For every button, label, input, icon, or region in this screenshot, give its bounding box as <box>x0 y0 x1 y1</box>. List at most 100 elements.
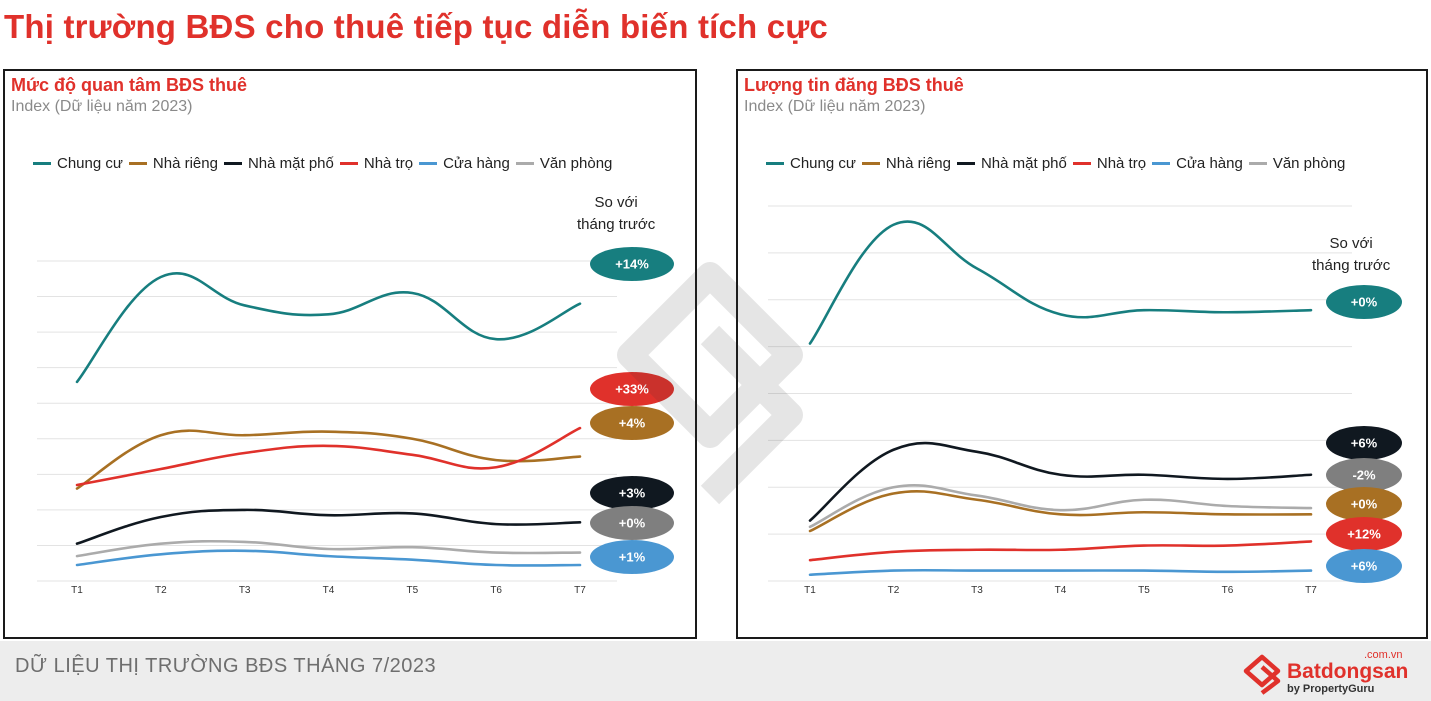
chart-title: Lượng tin đăng BĐS thuê <box>744 75 964 95</box>
batdongsan-logo-icon <box>1243 654 1281 695</box>
compare-note-line1: So với <box>1329 235 1373 252</box>
change-badge <box>1326 426 1402 460</box>
change-badge-label: +3% <box>619 486 646 501</box>
compare-note-line2: tháng trước <box>577 216 656 233</box>
legend-swatch <box>861 162 880 165</box>
footer-text: DỮ LIỆU THỊ TRƯỜNG BĐS THÁNG 7/2023 <box>15 655 437 677</box>
change-badge-label: +6% <box>1351 559 1378 574</box>
series-line <box>808 568 1313 577</box>
chart-title: Mức độ quan tâm BĐS thuê <box>11 75 248 95</box>
legend-swatch <box>339 162 358 165</box>
legend-label: Cửa hàng <box>1176 155 1243 172</box>
legend-item: Nhà riêng <box>861 155 951 172</box>
change-badge <box>590 406 674 440</box>
change-badge-label: +0% <box>1351 497 1378 512</box>
legend-item: Nhà riêng <box>128 155 218 172</box>
change-badge-label: +6% <box>1351 436 1378 451</box>
legend-swatch <box>128 162 147 165</box>
logo-domain: .com.vn <box>1364 649 1403 661</box>
legend-label: Chung cư <box>57 155 123 172</box>
legend-label: Nhà riêng <box>152 155 218 172</box>
change-badge-label: +14% <box>615 257 649 272</box>
logo-byline: by PropertyGuru <box>1287 683 1375 695</box>
change-badge-label: +12% <box>1347 527 1381 542</box>
change-badge-label: +4% <box>619 416 646 431</box>
legend-item: Cửa hàng <box>1152 155 1243 172</box>
legend-swatch <box>1152 162 1171 165</box>
series-line <box>808 540 1313 562</box>
line-chart: T1 T2 T3 T4 T5 T6 T7 +14% +33% +4% +3% +0% +1% <box>37 247 674 596</box>
legend-label: Nhà mặt phố <box>247 155 334 172</box>
legend-swatch <box>766 162 784 165</box>
compare-note-line2: tháng trước <box>1312 257 1391 274</box>
change-badge <box>1326 285 1402 319</box>
chart-panel-listings: Lượng tin đăng BĐS thuê Index (Dữ liệu n… <box>736 69 1428 639</box>
logo-name: Batdongsan <box>1287 660 1409 683</box>
change-badge <box>1326 549 1402 583</box>
chart-legend: Chung cư Nhà riêng Nhà mặt phố Nhà trọ Cửa h… <box>33 155 618 172</box>
series-line <box>75 549 582 567</box>
legend-label: Nhà trọ <box>1096 155 1147 172</box>
x-tick-label: T4 <box>323 585 335 596</box>
legend-item: Văn phòng <box>515 155 613 172</box>
x-tick-label: T5 <box>1138 585 1150 596</box>
series-line <box>75 271 582 384</box>
series-line <box>75 539 582 558</box>
change-badge <box>590 476 674 510</box>
legend-item: Chung cư <box>33 155 123 172</box>
legend-label: Văn phòng <box>539 155 613 172</box>
change-badge-label: +33% <box>615 382 649 397</box>
legend-item: Nhà mặt phố <box>223 155 334 172</box>
legend-swatch <box>419 162 438 165</box>
chart-panel-interest: Mức độ quan tâm BĐS thuê Index (Dữ liệu … <box>3 69 697 639</box>
legend-item: Chung cư <box>766 155 856 172</box>
change-badge <box>590 506 674 540</box>
series-line <box>75 429 582 490</box>
x-tick-label: T6 <box>1222 585 1234 596</box>
change-badge-label: +1% <box>619 550 646 565</box>
series-line <box>808 441 1313 522</box>
change-badge <box>590 540 674 574</box>
series-line <box>808 220 1313 345</box>
x-tick-label: T2 <box>155 585 167 596</box>
x-tick-label: T3 <box>971 585 983 596</box>
change-badge-label: +0% <box>619 516 646 531</box>
x-tick-label: T2 <box>888 585 900 596</box>
legend-swatch <box>223 162 242 165</box>
line-chart: T1 T2 T3 T4 T5 T6 T7 +6% -2% +0% +12% +6% +0% <box>768 205 1402 596</box>
compare-note: So với tháng trước <box>577 192 655 236</box>
legend-label: Nhà trọ <box>363 155 414 172</box>
chart-subtitle: Index (Dữ liệu năm 2023) <box>11 98 193 115</box>
legend-swatch <box>33 162 51 165</box>
watermark-logo-icon <box>617 262 803 505</box>
series-line <box>75 426 582 487</box>
change-badge <box>590 372 674 406</box>
chart-legend: Chung cư Nhà riêng Nhà mặt phố Nhà trọ Cửa h… <box>766 155 1351 172</box>
legend-swatch <box>1072 162 1091 165</box>
change-badge <box>1326 487 1402 521</box>
chart-subtitle: Index (Dữ liệu năm 2023) <box>744 98 926 115</box>
footer: DỮ LIỆU THỊ TRƯỜNG BĐS THÁNG 7/2023 .com… <box>0 641 1431 701</box>
legend-label: Cửa hàng <box>443 155 510 172</box>
compare-note-line1: So với <box>594 194 638 211</box>
legend-label: Chung cư <box>790 155 856 172</box>
legend-item: Nhà trọ <box>339 155 414 172</box>
compare-note: So với tháng trước <box>1312 233 1390 277</box>
change-badge <box>1326 517 1402 551</box>
x-tick-label: T7 <box>574 585 586 596</box>
x-tick-label: T1 <box>71 585 83 596</box>
legend-item: Cửa hàng <box>419 155 510 172</box>
legend-item: Văn phòng <box>1248 155 1345 172</box>
series-line <box>808 483 1313 529</box>
x-tick-label: T1 <box>804 585 816 596</box>
series-line <box>75 508 582 545</box>
change-badge <box>1326 458 1402 492</box>
brand-logo[interactable]: .com.vn Batdongsan by PropertyGuru <box>1240 649 1420 697</box>
change-badge <box>590 247 674 281</box>
change-badge-label: +0% <box>1351 295 1378 310</box>
change-badge-label: -2% <box>1352 468 1376 483</box>
page-title: Thị trường BĐS cho thuê tiếp tục diễn bi… <box>4 8 828 45</box>
legend-label: Nhà mặt phố <box>980 155 1067 172</box>
legend-label: Nhà riêng <box>885 155 951 172</box>
x-tick-label: T6 <box>490 585 502 596</box>
